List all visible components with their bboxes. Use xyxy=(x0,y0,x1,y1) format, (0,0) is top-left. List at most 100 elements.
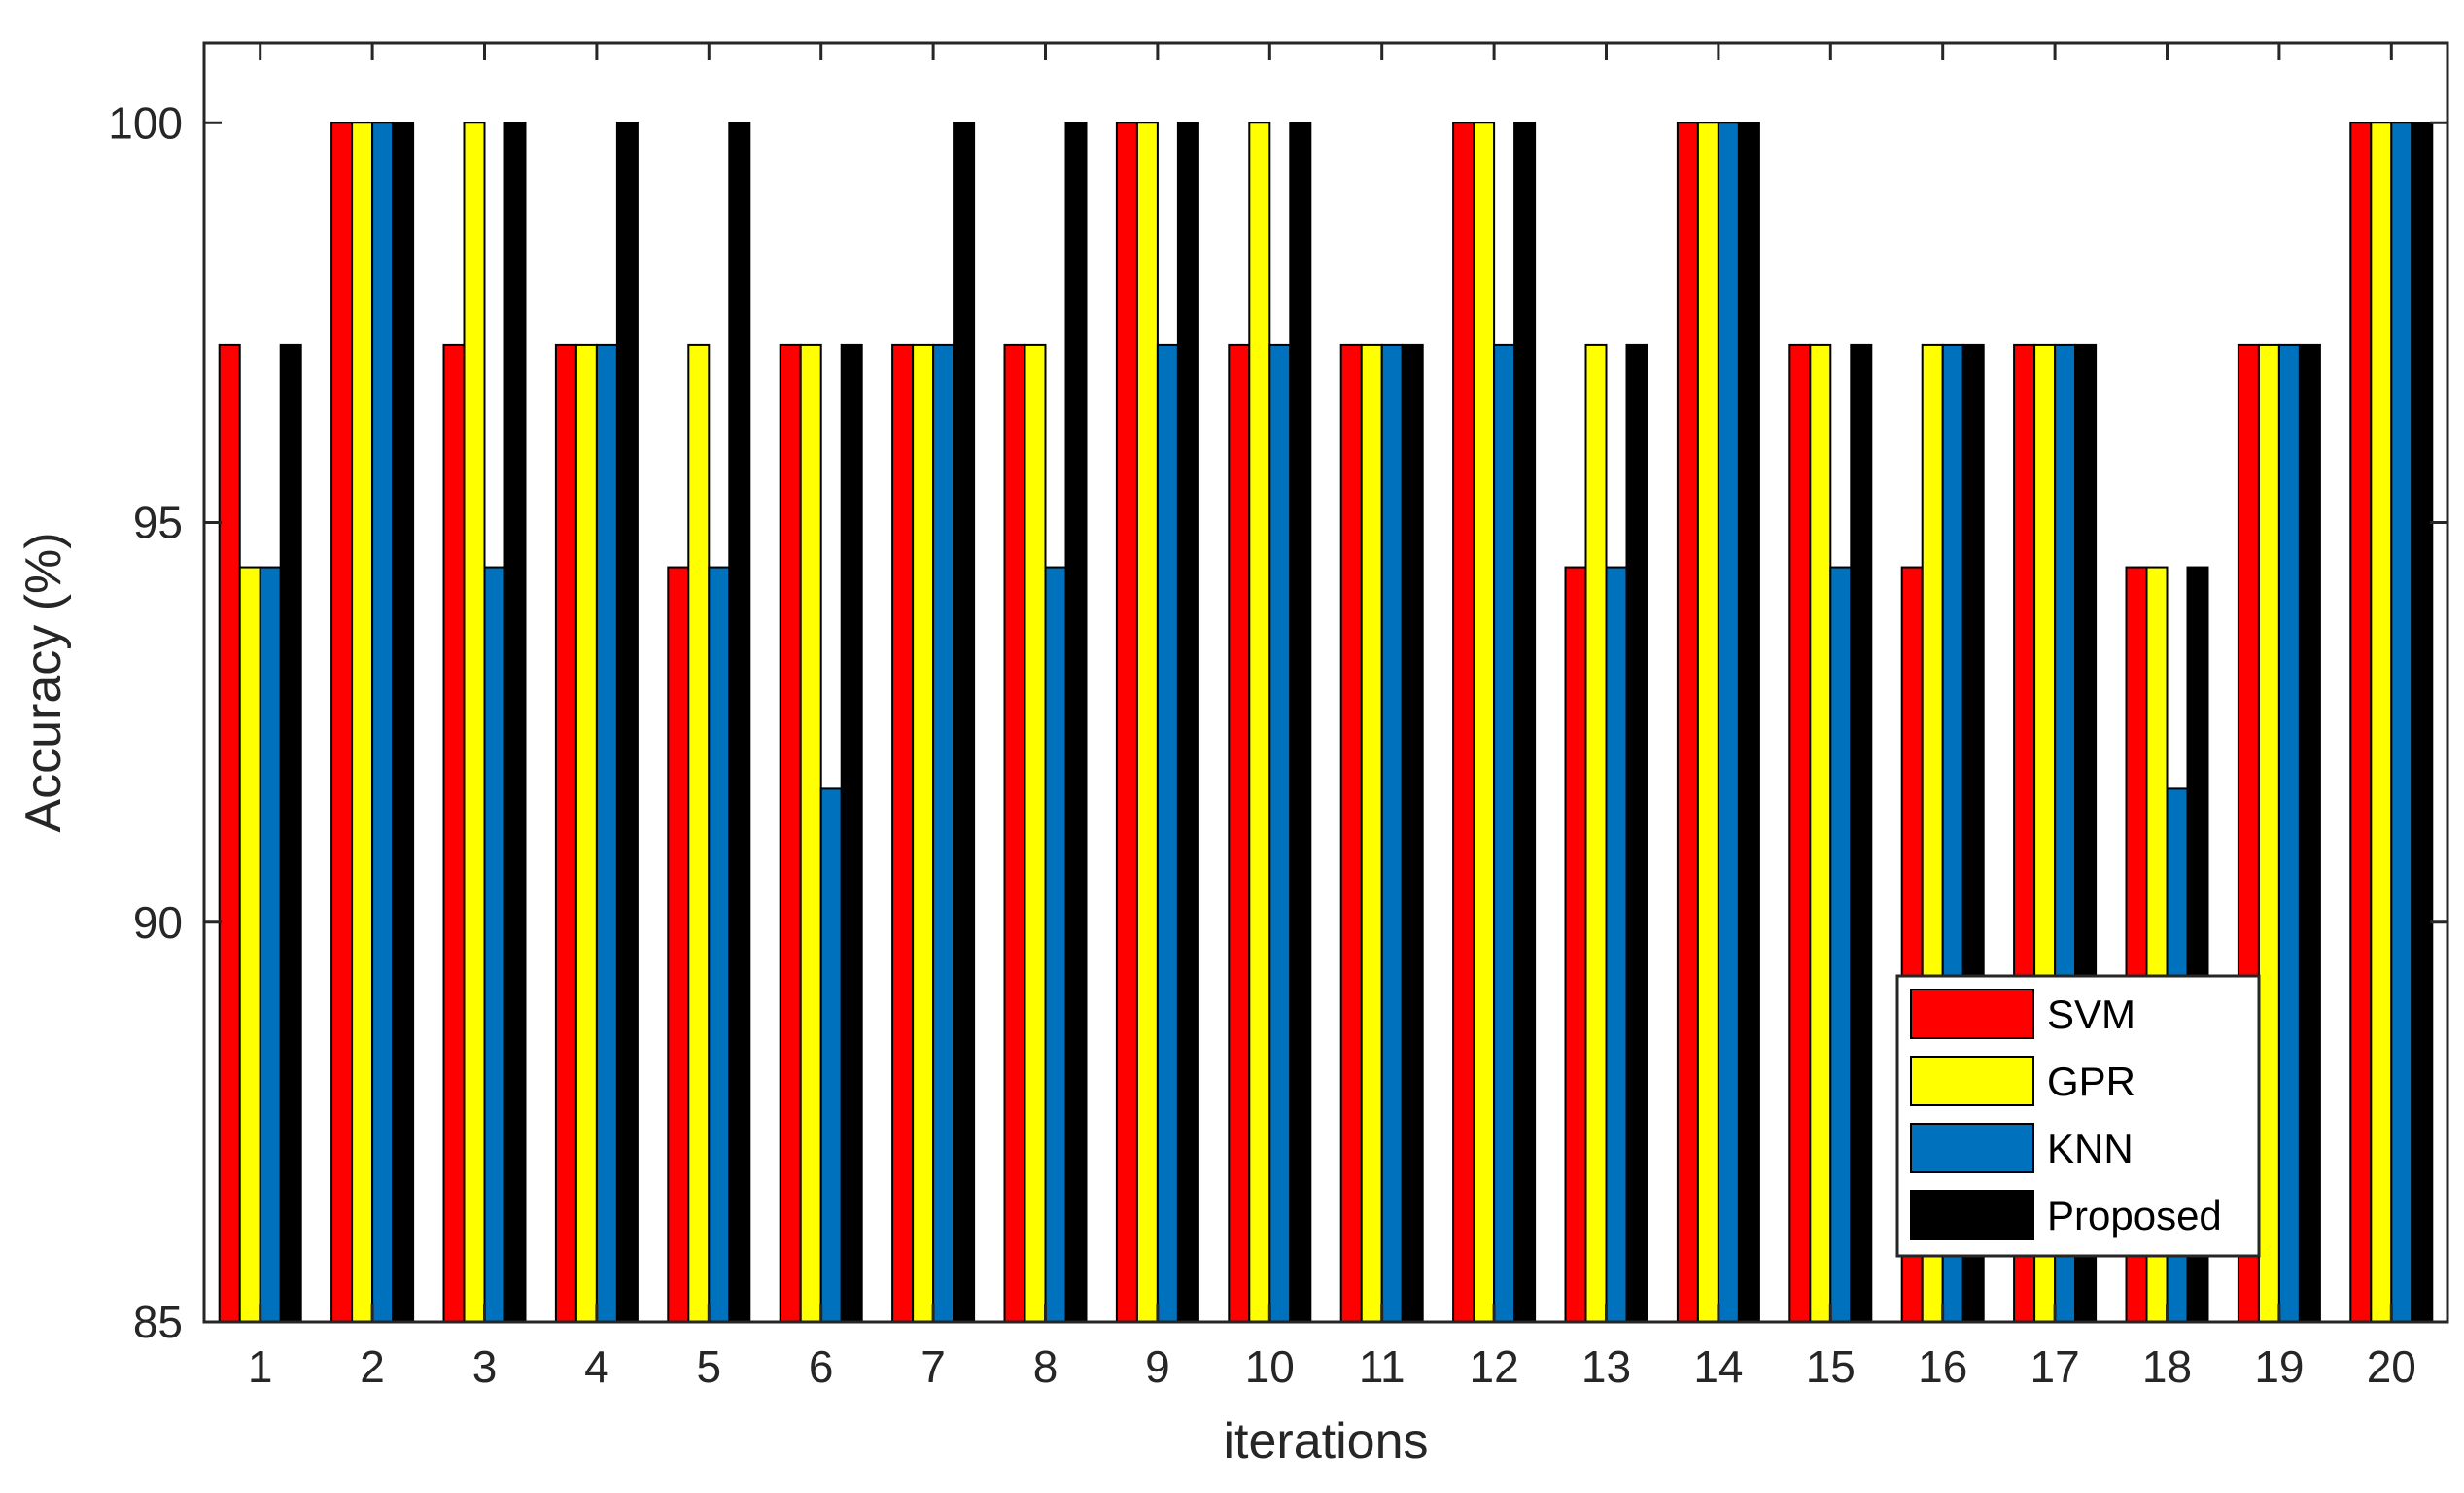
y-tick-label-95: 95 xyxy=(133,498,183,548)
bar-knn-19 xyxy=(2277,343,2301,1324)
bar-knn-13 xyxy=(1605,566,1628,1323)
legend-swatch-knn xyxy=(1910,1123,2034,1173)
bar-knn-15 xyxy=(1829,566,1853,1323)
bar-knn-20 xyxy=(2390,122,2413,1323)
legend-label-gpr: GPR xyxy=(2047,1059,2135,1104)
bar-knn-6 xyxy=(819,787,843,1323)
bar-proposed-15 xyxy=(1850,343,1873,1324)
bar-gpr-4 xyxy=(574,343,598,1324)
x-tick-label-2: 2 xyxy=(360,1341,385,1392)
bar-proposed-11 xyxy=(1401,343,1424,1324)
plot-frame xyxy=(202,41,2449,1324)
legend-label-proposed: Proposed xyxy=(2047,1193,2222,1238)
bar-proposed-4 xyxy=(615,122,639,1323)
bar-knn-1 xyxy=(259,566,282,1323)
y-tick-label-100: 100 xyxy=(108,97,183,148)
bar-gpr-5 xyxy=(687,343,711,1324)
x-tick-label-9: 9 xyxy=(1145,1341,1170,1392)
bar-knn-11 xyxy=(1380,343,1404,1324)
x-tick-label-12: 12 xyxy=(1470,1341,1519,1392)
bar-proposed-12 xyxy=(1513,122,1537,1323)
bar-gpr-20 xyxy=(2370,122,2393,1323)
bar-knn-10 xyxy=(1268,343,1292,1324)
bar-proposed-20 xyxy=(2411,122,2434,1323)
bar-proposed-6 xyxy=(840,343,863,1324)
x-tick-label-16: 16 xyxy=(1918,1341,1967,1392)
bar-svm-4 xyxy=(554,343,577,1324)
bar-svm-9 xyxy=(1115,122,1138,1323)
bar-gpr-10 xyxy=(1248,122,1271,1323)
x-tick-label-13: 13 xyxy=(1581,1341,1631,1392)
legend-label-knn: KNN xyxy=(2047,1126,2134,1171)
y-axis-title: Accuracy (%) xyxy=(16,532,72,832)
x-tick-label-17: 17 xyxy=(2030,1341,2080,1392)
bar-svm-5 xyxy=(667,566,690,1323)
ticks-layer xyxy=(204,43,2447,1324)
x-tick-label-5: 5 xyxy=(697,1341,722,1392)
bar-gpr-14 xyxy=(1696,122,1719,1323)
bar-gpr-3 xyxy=(463,122,486,1323)
bar-gpr-7 xyxy=(912,343,935,1324)
bar-gpr-1 xyxy=(238,566,261,1323)
x-tick-label-14: 14 xyxy=(1693,1341,1743,1392)
x-tick-label-7: 7 xyxy=(920,1341,946,1392)
bar-proposed-14 xyxy=(1737,122,1760,1323)
x-tick-label-4: 4 xyxy=(584,1341,609,1392)
bar-gpr-2 xyxy=(351,122,374,1323)
legend-swatch-svm xyxy=(1910,989,2034,1039)
bar-proposed-7 xyxy=(953,122,976,1323)
x-tick-label-10: 10 xyxy=(1245,1341,1295,1392)
x-tick-label-1: 1 xyxy=(248,1341,273,1392)
x-tick-label-20: 20 xyxy=(2367,1341,2416,1392)
bar-gpr-12 xyxy=(1473,122,1496,1323)
bar-svm-3 xyxy=(442,343,466,1324)
bar-proposed-2 xyxy=(392,122,415,1323)
y-tick-label-85: 85 xyxy=(133,1297,183,1347)
bar-svm-20 xyxy=(2349,122,2373,1323)
bar-knn-14 xyxy=(1717,122,1740,1323)
bar-proposed-3 xyxy=(503,122,527,1323)
bar-svm-1 xyxy=(218,343,241,1324)
bar-svm-13 xyxy=(1564,566,1587,1323)
bar-knn-4 xyxy=(595,343,618,1324)
x-tick-label-8: 8 xyxy=(1033,1341,1058,1392)
x-tick-label-6: 6 xyxy=(809,1341,834,1392)
x-tick-label-18: 18 xyxy=(2142,1341,2192,1392)
bar-svm-11 xyxy=(1339,343,1363,1324)
bar-svm-2 xyxy=(330,122,354,1323)
bar-svm-15 xyxy=(1788,343,1812,1324)
legend-swatch-proposed xyxy=(1910,1190,2034,1240)
bar-knn-8 xyxy=(1044,566,1067,1323)
bar-gpr-6 xyxy=(799,343,822,1324)
bar-svm-10 xyxy=(1228,343,1251,1324)
bar-svm-12 xyxy=(1452,122,1475,1323)
bar-knn-7 xyxy=(932,343,955,1324)
bar-gpr-15 xyxy=(1809,343,1832,1324)
bar-svm-8 xyxy=(1003,343,1026,1324)
legend-entries: SVM GPR KNN Proposed xyxy=(1910,989,2222,1240)
bar-proposed-9 xyxy=(1176,122,1199,1323)
bar-gpr-11 xyxy=(1360,343,1383,1324)
bar-knn-5 xyxy=(708,566,731,1323)
legend-swatch-gpr xyxy=(1910,1056,2034,1106)
legend-label-svm: SVM xyxy=(2047,991,2135,1037)
bar-svm-14 xyxy=(1676,122,1699,1323)
bar-knn-3 xyxy=(483,566,506,1323)
bar-gpr-9 xyxy=(1135,122,1159,1323)
bar-gpr-8 xyxy=(1024,343,1047,1324)
bar-proposed-10 xyxy=(1289,122,1312,1323)
bar-proposed-8 xyxy=(1064,122,1088,1323)
x-tick-label-3: 3 xyxy=(472,1341,498,1392)
y-tick-label-90: 90 xyxy=(133,897,183,948)
x-tick-label-11: 11 xyxy=(1359,1341,1406,1392)
bar-proposed-1 xyxy=(279,343,302,1324)
x-axis-title: iterations xyxy=(1224,1413,1429,1470)
bar-svm-6 xyxy=(779,343,802,1324)
bar-gpr-13 xyxy=(1584,343,1608,1324)
x-tick-label-19: 19 xyxy=(2254,1341,2304,1392)
bar-gpr-19 xyxy=(2257,343,2280,1324)
bar-svm-7 xyxy=(891,343,915,1324)
